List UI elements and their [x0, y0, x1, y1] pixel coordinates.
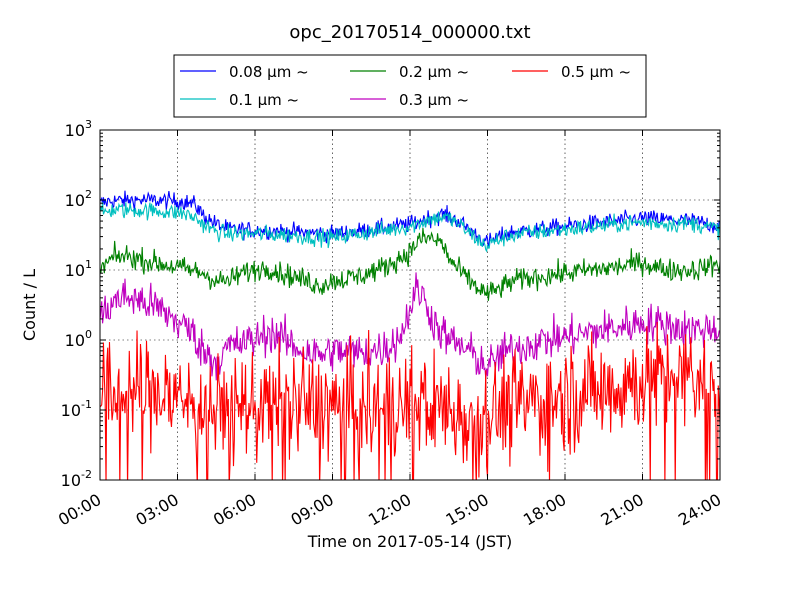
legend: 0.08 µm ~ 0.1 µm ~ 0.2 µm ~ 0.3 µm ~ 0.5 µm … — [173, 54, 647, 118]
legend-box — [173, 54, 647, 118]
x-tick-label: 15:00 — [442, 490, 491, 530]
x-tick-label: 06:00 — [210, 490, 259, 530]
y-tick-label: 101 — [65, 258, 92, 280]
legend-label: 0.2 µm ~ — [399, 63, 469, 81]
series-line — [100, 227, 720, 301]
chart-title: opc_20170514_000000.txt — [289, 22, 530, 43]
y-tick-base: 10 — [61, 471, 81, 490]
series-line — [100, 201, 720, 253]
y-tick-label: 10-2 — [61, 468, 92, 490]
y-tick-exponent: 1 — [85, 258, 92, 271]
y-tick-exponent: 2 — [85, 188, 92, 201]
x-tick-label: 03:00 — [132, 490, 181, 530]
x-tick-label: 09:00 — [287, 490, 336, 530]
y-tick-base: 10 — [65, 261, 85, 280]
y-tick-base: 10 — [65, 331, 85, 350]
y-tick-base: 10 — [65, 121, 85, 140]
legend-label: 0.08 µm ~ — [229, 63, 309, 81]
y-tick-exponent: 0 — [85, 328, 92, 341]
y-tick-base: 10 — [61, 401, 81, 420]
series-layer — [100, 190, 720, 480]
x-tick-labels: 00:00 03:00 06:00 09:00 12:00 15:00 18:00 21:00… — [55, 490, 724, 530]
x-tick-label: 24:00 — [675, 490, 724, 530]
x-tick-label: 18:00 — [520, 490, 569, 530]
legend-label: 0.3 µm ~ — [399, 91, 469, 109]
series-line — [100, 321, 720, 480]
y-tick-exponent: -1 — [81, 398, 92, 411]
y-tick-label: 10-1 — [61, 398, 92, 420]
y-tick-exponent: -2 — [81, 468, 92, 481]
y-tick-base: 10 — [65, 191, 85, 210]
y-tick-exponent: 3 — [85, 118, 92, 131]
grid-lines — [100, 130, 720, 480]
x-axis-label: Time on 2017-05-14 (JST) — [307, 532, 512, 551]
x-tick-label: 00:00 — [55, 490, 104, 530]
axis-ticks — [99, 129, 721, 481]
x-tick-label: 21:00 — [597, 490, 646, 530]
y-tick-label: 102 — [65, 188, 92, 210]
legend-label: 0.1 µm ~ — [229, 91, 299, 109]
series-line — [100, 272, 720, 381]
y-tick-label: 100 — [65, 328, 92, 350]
y-tick-label: 103 — [65, 118, 92, 140]
x-tick-label: 12:00 — [365, 490, 414, 530]
legend-label: 0.5 µm ~ — [561, 63, 631, 81]
y-axis-label: Count / L — [20, 269, 39, 341]
